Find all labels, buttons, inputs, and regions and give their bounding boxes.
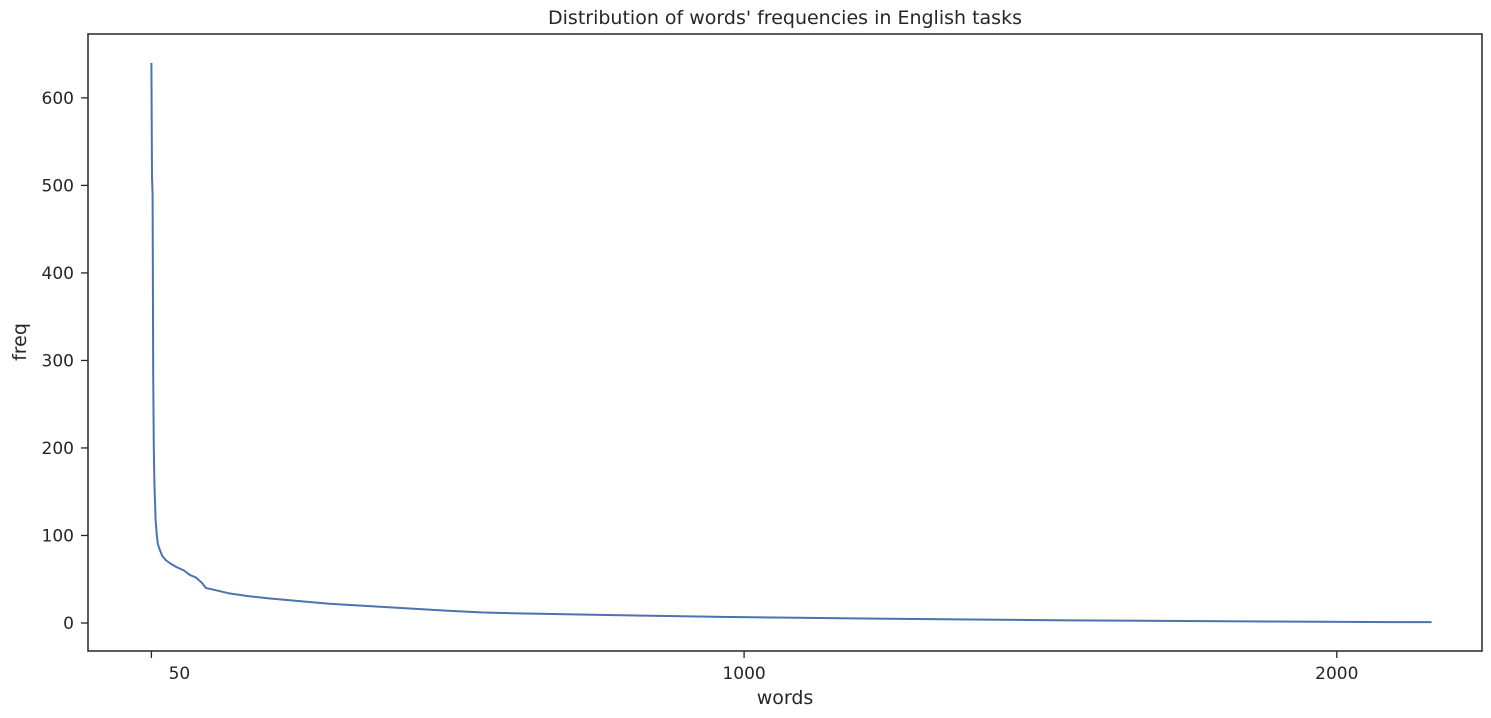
y-axis: 0 100 200 300 400 500 600 xyxy=(42,89,88,634)
chart-title: Distribution of words' frequencies in En… xyxy=(548,7,1022,29)
y-tick-label: 500 xyxy=(42,176,74,196)
x-tick-label: 2000 xyxy=(1315,664,1358,684)
y-tick-label: 600 xyxy=(42,89,74,109)
x-tick-label: 1000 xyxy=(722,664,765,684)
y-tick-label: 300 xyxy=(42,351,74,371)
y-axis-label: freq xyxy=(9,323,31,361)
x-axis-label: words xyxy=(757,687,814,709)
y-tick-label: 100 xyxy=(42,526,74,546)
x-axis: 50 1000 2000 xyxy=(151,651,1358,684)
plot-frame xyxy=(88,34,1482,651)
plot-area xyxy=(151,63,1431,622)
series-line-0 xyxy=(151,63,1431,622)
y-tick-label: 200 xyxy=(42,439,74,459)
y-tick-label: 400 xyxy=(42,264,74,284)
x-tick-label: 50 xyxy=(169,664,191,684)
y-tick-label: 0 xyxy=(63,614,74,634)
